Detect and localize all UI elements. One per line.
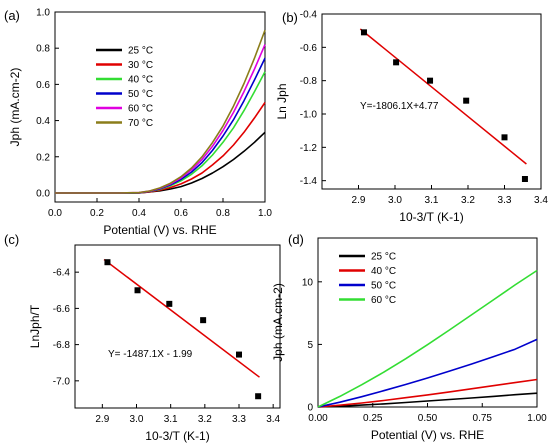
series-line — [55, 102, 266, 194]
data-point — [236, 351, 242, 358]
chart-panel-b: (b) 2.9 3.0 3.1 3.2 3.3 3.4 -0.4 -0.6 -0.8 -1.0 -1.… — [275, 10, 548, 225]
y-tick-label: -6.8 — [53, 340, 71, 351]
x-tick-label: 2.9 — [95, 414, 109, 425]
fit-line — [359, 28, 527, 165]
legend-label: 50 °C — [371, 281, 396, 292]
series-line — [55, 71, 266, 194]
data-point — [521, 176, 528, 182]
series-line — [317, 392, 538, 408]
plot-frame — [317, 237, 538, 408]
y-tick-label: -0.6 — [300, 43, 318, 54]
data-point — [463, 97, 470, 104]
data-point — [200, 317, 207, 324]
x-tick-label: 3.2 — [198, 414, 212, 425]
series-line — [317, 378, 538, 408]
y-tick-label: 0.2 — [36, 152, 50, 163]
x-tick-label: 1.00 — [527, 413, 547, 424]
y-axis-label: Jph (mA.cm-2) — [271, 283, 285, 362]
plot-frame — [74, 244, 281, 409]
x-tick-label: 0.8 — [216, 208, 230, 219]
x-axis-label: Potential (V) vs. RHE — [103, 223, 216, 237]
chart-panel-d: (d) 0.00 0.25 0.50 0.75 1.00 0 5 10 Potential (V)… — [271, 232, 547, 442]
x-tick-label: 0.4 — [132, 208, 146, 219]
chart-panel-a: (a) 0.0 0.2 0.4 0.6 0.8 1.0 0.0 0.2 0.4 0.6 0.8 1.0 P… — [4, 8, 272, 238]
x-axis-label: 10-3/T (K-1) — [399, 210, 463, 224]
panel-label: (d) — [288, 232, 304, 247]
data-point — [427, 77, 434, 84]
y-tick-label: -0.4 — [300, 10, 318, 21]
series-line — [317, 338, 538, 408]
x-tick-label: 3.4 — [534, 195, 548, 206]
y-tick-label: -1.0 — [300, 110, 318, 121]
x-axis-label: Potential (V) vs. RHE — [371, 428, 484, 442]
y-tick-label: 5 — [307, 340, 313, 351]
data-point — [166, 300, 173, 307]
data-point — [360, 29, 367, 36]
series-line — [55, 57, 266, 194]
x-axis-label: 10-3/T (K-1) — [145, 429, 209, 443]
plot-frame — [54, 11, 266, 203]
fit-equation: Y= -1487.1X - 1.99 — [108, 349, 193, 360]
x-tick-label: 0.2 — [90, 208, 104, 219]
series-line — [55, 131, 266, 194]
x-tick-label: 3.3 — [498, 195, 512, 206]
y-tick-label: 0.4 — [36, 116, 50, 127]
y-tick-label: 0.6 — [36, 80, 50, 91]
y-axis-label: Jph (mA.cm-2) — [8, 68, 22, 147]
legend-label: 50 °C — [128, 89, 153, 100]
y-tick-label: -6.6 — [53, 304, 71, 315]
panel-label: (b) — [282, 10, 298, 25]
legend-label: 40 °C — [371, 266, 396, 277]
x-tick-label: 3.1 — [425, 195, 439, 206]
legend-label: 30 °C — [128, 60, 153, 71]
data-point — [104, 259, 111, 266]
x-tick-label: 0.25 — [363, 413, 383, 424]
x-tick-label: 0.0 — [48, 208, 62, 219]
y-tick-label: -1.2 — [300, 143, 318, 154]
x-tick-label: 3.0 — [388, 195, 402, 206]
legend-label: 60 °C — [128, 104, 153, 115]
series-line — [317, 269, 538, 408]
y-tick-label: -1.4 — [300, 176, 318, 187]
y-tick-label: -6.4 — [53, 268, 71, 279]
x-tick-label: 0.75 — [473, 413, 493, 424]
x-tick-label: 3.3 — [232, 414, 246, 425]
legend-label: 70 °C — [128, 118, 153, 129]
legend-label: 40 °C — [128, 75, 153, 86]
y-tick-label: 0.0 — [36, 188, 50, 199]
data-point — [134, 287, 141, 294]
x-tick-label: 0.6 — [174, 208, 188, 219]
x-tick-label: 1.0 — [258, 208, 272, 219]
fit-line — [103, 258, 260, 378]
chart-panel-c: (c) 2.9 3.0 3.1 3.2 3.3 3.4 -6.4 -6.6 -6.8 -7.0 10-… — [4, 232, 281, 443]
x-tick-label: 3.0 — [130, 414, 144, 425]
panel-label: (a) — [4, 8, 20, 23]
y-tick-label: 10 — [302, 277, 314, 288]
x-tick-label: 0.00 — [308, 413, 328, 424]
fit-equation: Y=-1806.1X+4.77 — [360, 101, 439, 112]
y-axis-label: LnJph/T — [28, 304, 42, 348]
x-tick-label: 3.4 — [266, 414, 280, 425]
legend-label: 60 °C — [371, 295, 396, 306]
x-tick-label: 3.2 — [461, 195, 475, 206]
y-axis-label: Ln Jph — [275, 83, 289, 119]
legend-label: 25 °C — [128, 46, 153, 57]
x-tick-label: 3.1 — [164, 414, 178, 425]
x-tick-label: 0.50 — [418, 413, 438, 424]
data-point — [393, 59, 400, 66]
data-point — [501, 134, 508, 141]
y-tick-label: -0.8 — [300, 76, 318, 87]
y-tick-label: 0 — [307, 403, 313, 414]
data-point — [255, 393, 262, 400]
x-tick-label: 2.9 — [352, 195, 366, 206]
series-line — [55, 29, 266, 194]
y-tick-label: -7.0 — [53, 376, 71, 387]
panel-label: (c) — [4, 232, 19, 247]
y-tick-label: 1.0 — [36, 8, 50, 19]
y-tick-label: 0.8 — [36, 44, 50, 55]
legend-label: 25 °C — [371, 252, 396, 263]
